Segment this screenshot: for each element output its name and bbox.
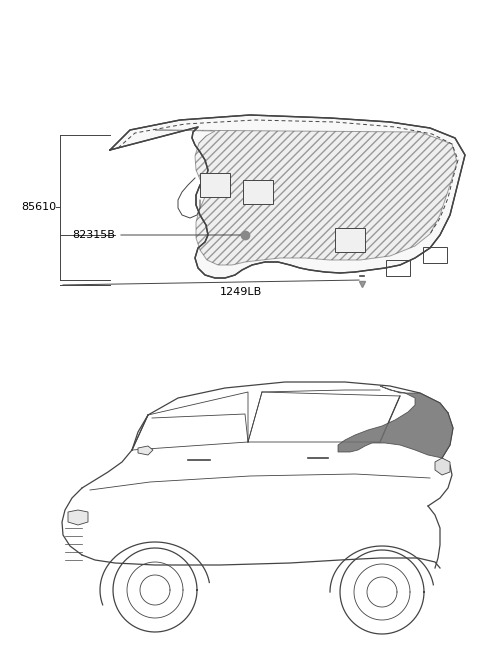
Polygon shape (435, 458, 450, 475)
Polygon shape (338, 386, 453, 458)
Bar (200, 173, 230, 197)
Bar (386, 260, 410, 276)
Polygon shape (110, 115, 465, 278)
Polygon shape (155, 130, 457, 265)
Bar (423, 247, 447, 263)
Polygon shape (68, 510, 88, 525)
Text: 1249LB: 1249LB (220, 287, 262, 297)
Text: 82315B: 82315B (72, 230, 115, 240)
Bar (243, 180, 273, 204)
Polygon shape (138, 446, 153, 455)
Text: 85610: 85610 (21, 202, 56, 212)
Bar (335, 228, 365, 252)
